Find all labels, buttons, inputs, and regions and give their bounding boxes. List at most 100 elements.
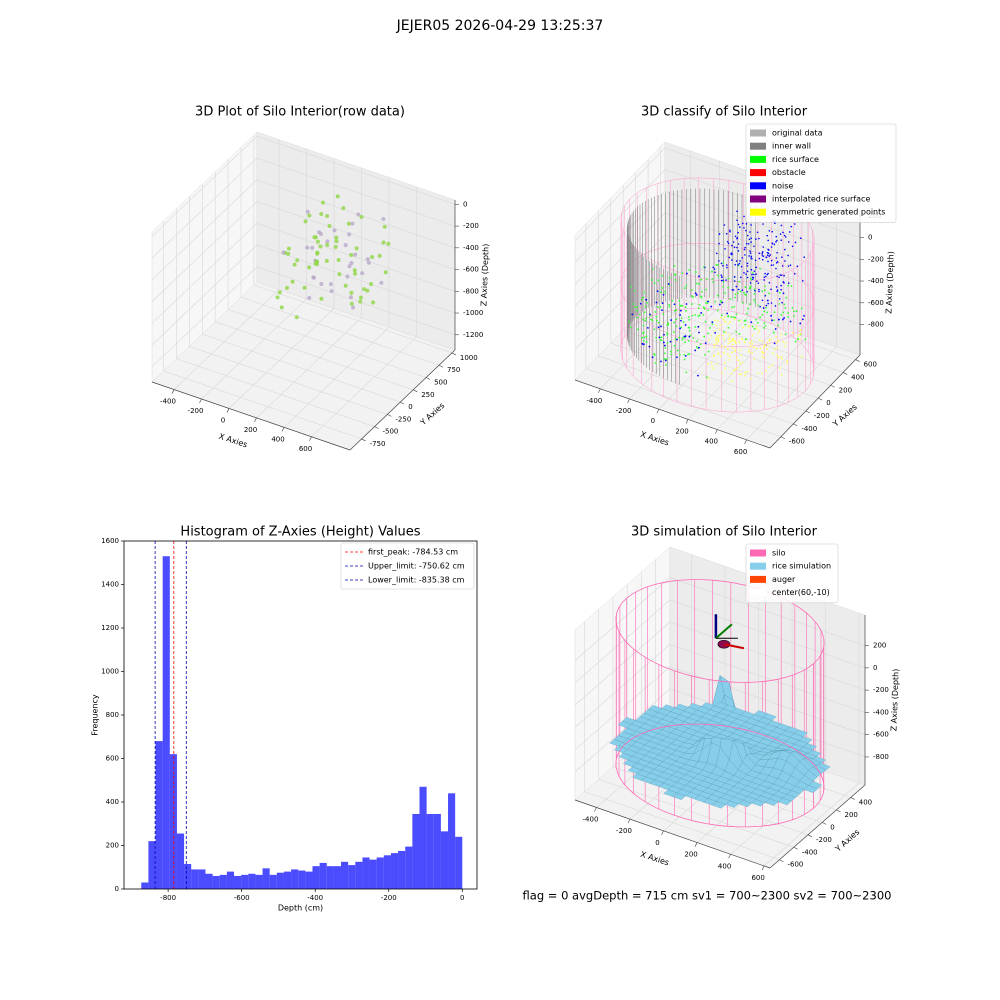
point xyxy=(734,350,737,353)
y-tick-label: 1000 xyxy=(460,354,478,362)
surface-facet xyxy=(687,703,702,711)
x-tick-label: -200 xyxy=(616,407,632,415)
point xyxy=(631,313,634,316)
legend-swatch xyxy=(750,169,766,177)
point xyxy=(767,239,769,242)
point xyxy=(723,320,726,323)
bar xyxy=(355,861,363,889)
point xyxy=(728,320,731,323)
x-tick-label: 0 xyxy=(651,417,655,425)
point xyxy=(774,328,777,330)
point xyxy=(688,269,691,271)
point xyxy=(746,234,749,237)
point xyxy=(767,366,770,369)
point xyxy=(310,245,315,250)
x-axis-label: Depth (cm) xyxy=(278,904,323,913)
point xyxy=(736,237,739,239)
point xyxy=(780,224,783,227)
point xyxy=(747,243,750,245)
point xyxy=(327,224,332,229)
bar xyxy=(383,855,391,889)
point xyxy=(737,264,739,266)
point xyxy=(729,230,731,233)
point xyxy=(727,286,730,289)
point xyxy=(683,287,686,289)
point xyxy=(663,333,665,336)
y-tick-label: 0 xyxy=(408,403,412,411)
point xyxy=(784,333,787,335)
point xyxy=(789,320,792,323)
point xyxy=(651,356,654,359)
point xyxy=(781,301,783,304)
point xyxy=(793,314,795,317)
z-tick-label: 0 xyxy=(868,234,872,242)
point xyxy=(698,275,700,278)
point xyxy=(737,288,740,291)
point xyxy=(672,331,675,334)
point xyxy=(712,367,715,370)
point xyxy=(383,270,388,275)
z-axis-label: Z Axies (Depth) xyxy=(479,244,490,307)
y-tick-label: 750 xyxy=(447,366,460,374)
point xyxy=(751,278,754,281)
point xyxy=(764,285,767,288)
point xyxy=(636,306,638,308)
point xyxy=(748,238,751,241)
point xyxy=(735,330,738,333)
point xyxy=(674,337,677,340)
point xyxy=(741,338,744,340)
y-tick-mark xyxy=(387,414,392,417)
x-tick-mark xyxy=(226,408,230,413)
point xyxy=(731,288,734,291)
point xyxy=(661,287,664,289)
point xyxy=(784,341,787,344)
point xyxy=(750,285,752,288)
point xyxy=(728,256,731,259)
point xyxy=(642,324,645,327)
point xyxy=(740,265,743,268)
point xyxy=(725,264,728,266)
point xyxy=(694,292,697,295)
point xyxy=(703,307,706,310)
point xyxy=(754,289,756,292)
x-tick-mark xyxy=(656,409,660,414)
point xyxy=(697,307,700,310)
bar xyxy=(448,793,456,889)
point xyxy=(684,324,687,326)
point xyxy=(799,329,802,332)
legend-swatch xyxy=(750,142,766,150)
point xyxy=(667,322,670,325)
point xyxy=(774,222,776,225)
point xyxy=(727,326,730,329)
point xyxy=(736,219,738,222)
point xyxy=(358,299,363,304)
point xyxy=(784,248,786,251)
point xyxy=(781,256,783,259)
point xyxy=(334,235,339,240)
point xyxy=(332,228,337,233)
point xyxy=(724,332,727,334)
y-tick-mark xyxy=(425,377,431,380)
point xyxy=(753,270,756,272)
point xyxy=(763,346,765,348)
point xyxy=(695,294,698,296)
point xyxy=(657,279,660,282)
point xyxy=(723,224,726,226)
point xyxy=(734,293,737,296)
bar xyxy=(198,869,206,889)
point xyxy=(285,285,290,290)
point xyxy=(697,315,700,318)
point xyxy=(791,307,794,309)
y-tick-label: 200 xyxy=(106,842,119,850)
point xyxy=(307,295,312,300)
legend-swatch xyxy=(750,129,766,137)
point xyxy=(765,369,768,372)
point xyxy=(749,377,752,380)
point xyxy=(734,296,737,299)
point xyxy=(752,272,754,274)
point xyxy=(695,282,698,285)
point xyxy=(776,290,778,293)
point xyxy=(715,338,717,341)
point xyxy=(346,221,351,226)
point xyxy=(726,240,729,243)
